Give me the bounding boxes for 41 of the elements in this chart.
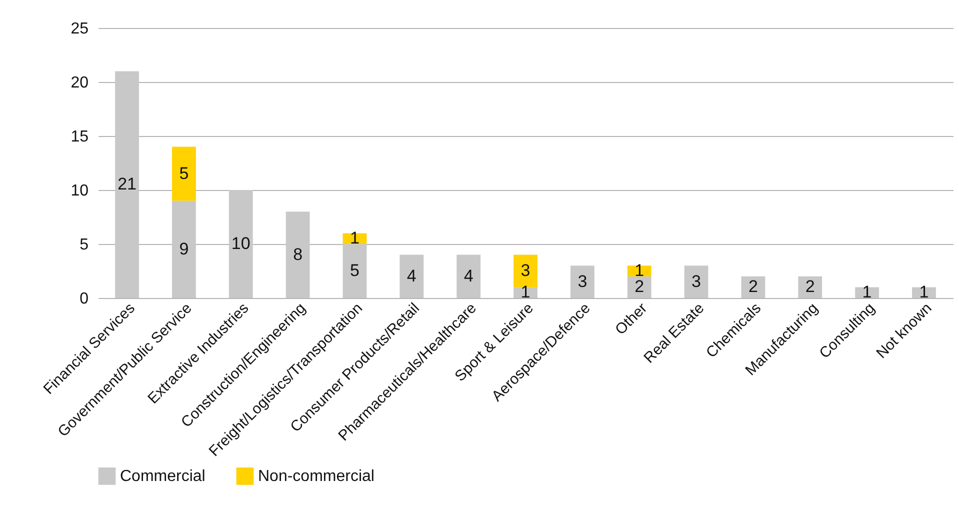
bar	[172, 200, 196, 298]
bar	[456, 254, 481, 298]
data-label: 1	[350, 228, 360, 248]
data-label: 3	[578, 272, 588, 291]
y-tick-label: 20	[70, 74, 89, 92]
data-label: 8	[293, 244, 303, 264]
data-label: 21	[118, 174, 136, 194]
data-label: 4	[406, 266, 416, 286]
bar	[684, 266, 708, 298]
bar	[342, 244, 367, 298]
y-tick-label: 25	[70, 20, 89, 38]
y-tick-label: 0	[80, 290, 89, 308]
data-label: 1	[520, 282, 530, 302]
bar	[627, 276, 652, 298]
bar	[798, 276, 822, 298]
data-label: 10	[231, 234, 250, 253]
data-label: 1	[919, 282, 929, 302]
data-label: 5	[179, 164, 189, 183]
bar	[286, 212, 310, 298]
bar	[228, 190, 253, 298]
data-label: 1	[634, 261, 644, 280]
data-label: 4	[464, 266, 474, 286]
data-label: 1	[862, 282, 872, 302]
legend-label: Non-commercial	[258, 468, 374, 486]
data-label: 2	[805, 277, 815, 296]
data-label: 3	[520, 261, 530, 280]
data-label: 3	[692, 272, 702, 291]
data-label: 2	[748, 277, 758, 296]
legend-label: Commercial	[120, 468, 206, 486]
bar	[741, 276, 766, 298]
bar	[172, 146, 196, 201]
bar	[570, 266, 594, 298]
bar	[514, 254, 538, 288]
bar	[115, 71, 139, 298]
y-tick-label: 15	[70, 128, 89, 146]
y-tick-label: 5	[80, 236, 89, 254]
data-label: 5	[350, 261, 360, 280]
data-label: 2	[634, 277, 644, 296]
y-tick-label: 10	[70, 182, 89, 200]
bar	[400, 254, 424, 298]
data-label: 9	[179, 239, 189, 258]
